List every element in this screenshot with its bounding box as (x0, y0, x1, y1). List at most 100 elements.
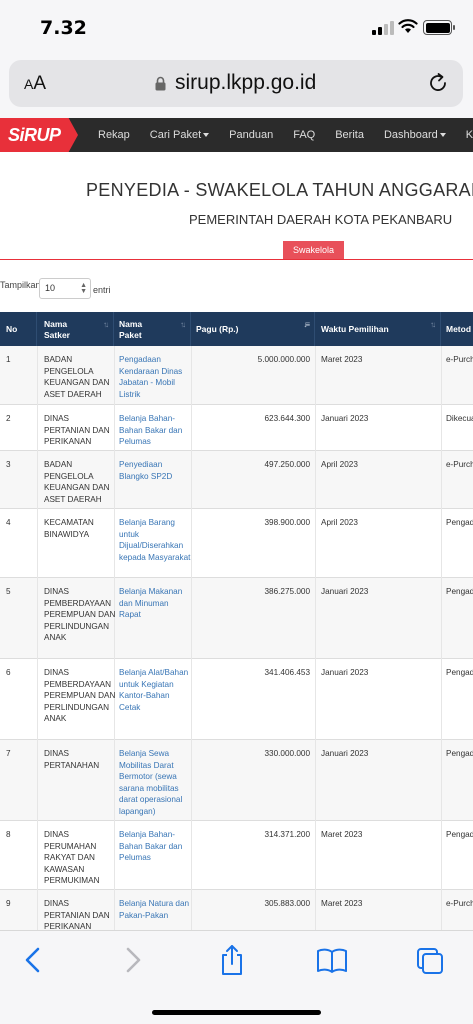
cell-no: 4 (6, 518, 11, 527)
tabs-icon[interactable] (415, 943, 445, 977)
divider (0, 259, 473, 260)
cell-paket-link[interactable]: Belanja Natura dan Pakan-Pakan (119, 899, 190, 920)
table-row[interactable]: 6 DINAS PEMBERDAYAAN PEREMPUAN DAN PERLIN… (0, 659, 473, 740)
column-divider (37, 659, 38, 740)
table-row[interactable]: 4 KECAMATAN BINAWIDYA Belanja Barang untuk… (0, 509, 473, 578)
forward-icon[interactable] (118, 943, 148, 977)
table-row[interactable]: 7 DINAS PERTANAHAN Belanja Sewa Mobilitas … (0, 740, 473, 821)
web-page: SiRUP Rekap Cari Paket Panduan FAQ Berita Das… (0, 118, 473, 930)
cell-metode: Pengad (446, 518, 473, 527)
url-text[interactable]: sirup.lkpp.go.id (175, 71, 317, 94)
cell-pagu: 623.644.300 (264, 414, 310, 423)
column-divider (191, 509, 192, 578)
column-divider (441, 578, 442, 659)
cell-metode: Pengad (446, 749, 473, 758)
column-divider (441, 890, 442, 930)
nav-item-faq[interactable]: FAQ (293, 129, 316, 141)
sort-desc-icon: ↓≡ (303, 320, 310, 329)
cell-satker: DINAS PEMBERDAYAAN PEREMPUAN DAN PERLIND… (44, 587, 116, 643)
table-row[interactable]: 8 DINAS PERUMAHAN RAKYAT DAN KAWASAN PERM… (0, 821, 473, 890)
table-row[interactable]: 2 DINAS PERTANIAN DAN PERIKANAN Belanja Ba… (0, 405, 473, 451)
nav-item-konta[interactable]: Konta (465, 129, 473, 141)
column-divider (191, 890, 192, 930)
column-divider (37, 451, 38, 509)
cell-paket-link[interactable]: Penyediaan Blangko SP2D (119, 460, 173, 481)
share-icon[interactable] (217, 943, 247, 977)
column-divider (37, 346, 38, 405)
caret-down-icon (439, 133, 446, 138)
cell-satker: BADAN PENGELOLA KEUANGAN DAN ASET DAERAH (44, 355, 110, 399)
cell-paket-link[interactable]: Belanja Bahan-Bahan Bakar dan Pelumas (119, 414, 183, 447)
cell-no: 2 (6, 414, 11, 423)
column-header-paket[interactable]: Nama Paket ↑↓ (114, 312, 191, 346)
cell-metode: e-Purch (446, 355, 473, 364)
column-divider (37, 740, 38, 821)
column-divider (315, 890, 316, 930)
nav-item-rekap[interactable]: Rekap (98, 129, 130, 141)
column-header-satker[interactable]: Nama Satker ↑↓ (37, 312, 114, 346)
status-bar: 7.32 (0, 0, 473, 56)
column-divider (114, 740, 115, 821)
reload-icon[interactable] (427, 72, 449, 94)
home-indicator (152, 1010, 321, 1015)
cell-paket-link[interactable]: Belanja Sewa Mobilitas Darat Bermotor (s… (119, 749, 183, 816)
column-divider (191, 346, 192, 405)
nav-item-dashboard[interactable]: Dashboard (374, 118, 456, 152)
reader-settings-button[interactable]: AA (24, 73, 47, 94)
cell-paket-link[interactable]: Belanja Bahan-Bahan Bakar dan Pelumas (119, 830, 183, 863)
cell-paket-link[interactable]: Belanja Barang untuk Dijual/Diserahkan k… (119, 518, 191, 562)
cell-no: 6 (6, 668, 11, 677)
cell-satker: DINAS PERUMAHAN RAKYAT DAN KAWASAN PERMU… (44, 830, 100, 886)
table-row[interactable]: 3 BADAN PENGELOLA KEUANGAN DAN ASET DAERA… (0, 451, 473, 509)
site-navbar: SiRUP Rekap Cari Paket Panduan FAQ Berita Das… (0, 118, 473, 152)
cell-paket-link[interactable]: Belanja Makanan dan Minuman Rapat (119, 587, 183, 620)
column-divider (114, 821, 115, 890)
page-subtitle: PEMERINTAH DAERAH KOTA PEKANBARU (189, 212, 453, 227)
address-bar[interactable]: AA sirup.lkpp.go.id (9, 60, 463, 107)
cell-paket-link[interactable]: Pengadaan Kendaraan Dinas Jabatan - Mobi… (119, 355, 183, 399)
nav-item-berita[interactable]: Berita (335, 129, 364, 141)
sort-icon: ↑↓ (180, 320, 186, 329)
column-divider (441, 346, 442, 405)
cell-satker: DINAS PERTANIAN DAN PERIKANAN (44, 899, 110, 930)
nav-item-panduan[interactable]: Panduan (229, 129, 274, 141)
column-divider (315, 346, 316, 405)
sort-icon: ↑↓ (430, 320, 436, 329)
table-row[interactable]: 9 DINAS PERTANIAN DAN PERIKANAN Belanja Na… (0, 890, 473, 930)
cell-no: 8 (6, 830, 11, 839)
back-icon[interactable] (18, 943, 48, 977)
bookmarks-icon[interactable] (315, 943, 349, 977)
cell-paket-link[interactable]: Belanja Alat/Bahan untuk Kegiatan Kantor… (119, 668, 189, 712)
wifi-icon (398, 19, 418, 33)
cell-waktu: Januari 2023 (321, 668, 369, 677)
column-divider (114, 578, 115, 659)
cell-waktu: Januari 2023 (321, 749, 369, 758)
cell-waktu: Maret 2023 (321, 355, 363, 364)
column-header-waktu[interactable]: Waktu Pemilihan ↑↓ (315, 312, 441, 346)
select-arrows-icon: ▲ ▼ (80, 282, 87, 295)
swakelola-tab-button[interactable]: Swakelola (283, 241, 344, 259)
page-size-select[interactable]: 10 ▲ ▼ (39, 278, 91, 299)
column-header-pagu[interactable]: Pagu (Rp.) ↓≡ (191, 312, 315, 346)
cell-waktu: April 2023 (321, 518, 358, 527)
cell-metode: e-Purch (446, 460, 473, 469)
column-divider (37, 578, 38, 659)
cell-satker: DINAS PEMBERDAYAAN PEREMPUAN DAN PERLIND… (44, 668, 116, 724)
column-divider (114, 659, 115, 740)
column-divider (37, 821, 38, 890)
column-divider (315, 659, 316, 740)
nav-item-cari-paket[interactable]: Cari Paket (140, 118, 219, 152)
cell-metode: Pengad (446, 587, 473, 596)
column-divider (191, 821, 192, 890)
column-divider (315, 578, 316, 659)
table-row[interactable]: 1 BADAN PENGELOLA KEUANGAN DAN ASET DAERA… (0, 346, 473, 405)
cell-no: 9 (6, 899, 11, 908)
browser-toolbar (0, 930, 473, 1024)
column-divider (315, 821, 316, 890)
column-header-metode[interactable]: Metod (446, 324, 472, 334)
cell-satker: DINAS PERTANAHAN (44, 749, 100, 770)
caret-down-icon (203, 133, 210, 138)
column-header-no[interactable]: No (0, 312, 37, 346)
sirup-logo[interactable]: SiRUP (0, 118, 78, 152)
table-row[interactable]: 5 DINAS PEMBERDAYAAN PEREMPUAN DAN PERLIN… (0, 578, 473, 659)
